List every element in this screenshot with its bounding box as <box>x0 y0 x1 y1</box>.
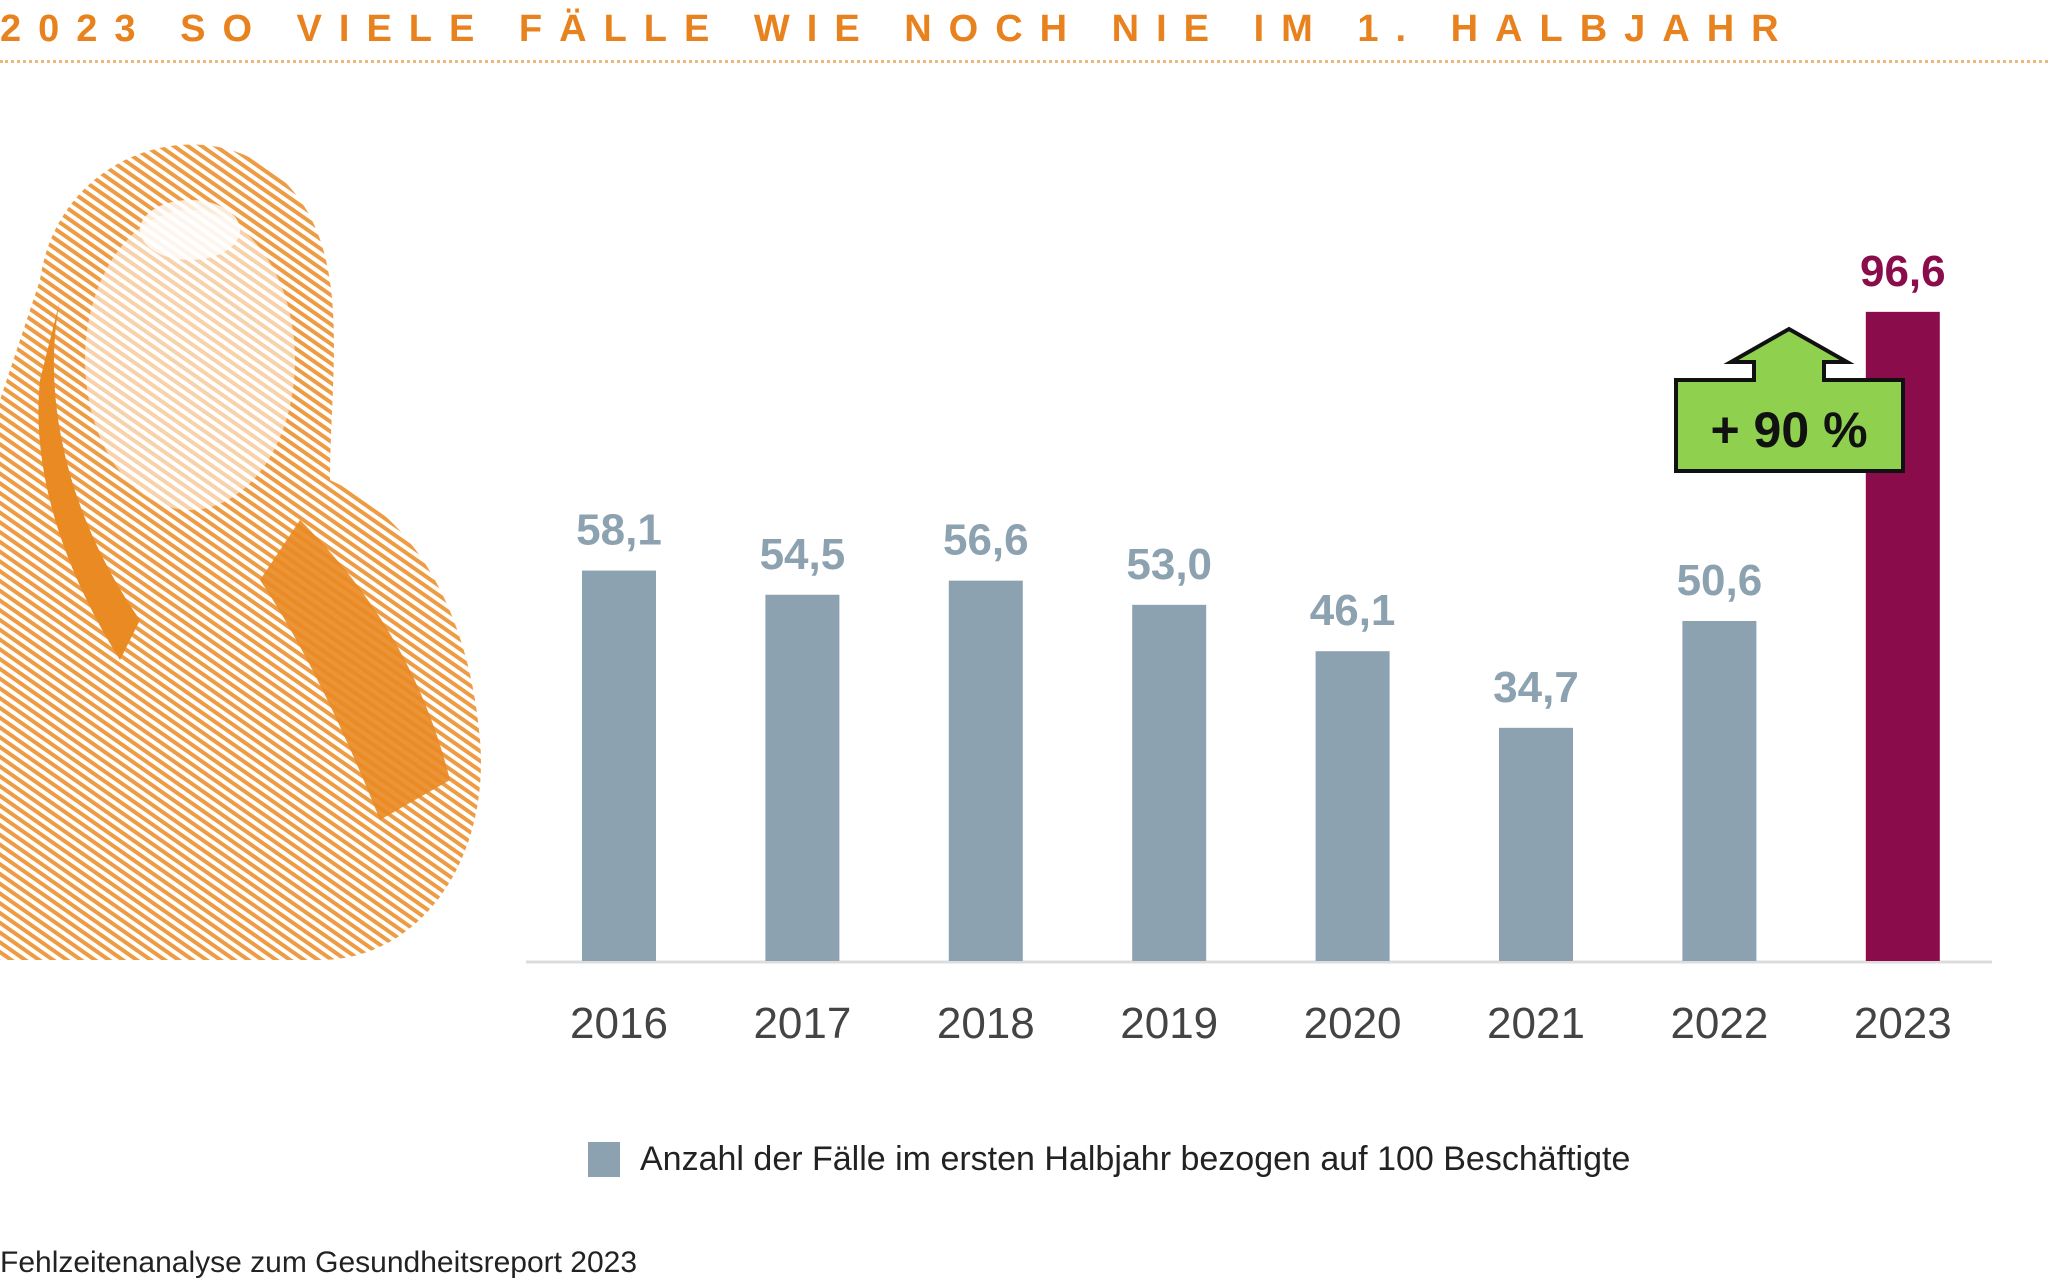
x-tick-label-2022: 2022 <box>1670 999 1768 1048</box>
increase-percent-label: + 90 % <box>1710 402 1867 458</box>
chart-title: 2023 SO VIELE FÄLLE WIE NOCH NIE IM 1. H… <box>0 8 1796 50</box>
value-label-2017: 54,5 <box>760 530 846 579</box>
legend-swatch <box>588 1142 620 1177</box>
value-label-2023: 96,6 <box>1860 247 1946 296</box>
woman-headache-illustration <box>0 144 481 960</box>
bar-2020 <box>1315 651 1390 961</box>
title-divider <box>0 60 2048 63</box>
value-label-2018: 56,6 <box>943 516 1029 565</box>
increase-arrow-badge <box>1674 326 1905 473</box>
value-label-2020: 46,1 <box>1310 586 1396 635</box>
x-tick-label-2016: 2016 <box>570 999 668 1048</box>
x-tick-label-2017: 2017 <box>753 999 851 1048</box>
value-label-2019: 53,0 <box>1126 540 1212 589</box>
source-note: Fehlzeitenanalyse zum Gesundheitsreport … <box>0 1246 638 1279</box>
x-tick-label-2019: 2019 <box>1120 999 1218 1048</box>
value-label-2016: 58,1 <box>576 506 662 555</box>
bar-2022 <box>1682 620 1757 961</box>
x-tick-label-2021: 2021 <box>1487 999 1585 1048</box>
bar-2021 <box>1499 727 1573 961</box>
x-tick-label-2023: 2023 <box>1854 999 1952 1048</box>
bar-2018 <box>948 580 1023 961</box>
x-tick-label-2020: 2020 <box>1304 999 1402 1048</box>
value-label-2021: 34,7 <box>1493 663 1579 712</box>
bar-chart: 58,1 2016 54,5 2017 56,6 2018 53,0 2019 46,1 2020… <box>526 247 1992 1048</box>
x-tick-label-2018: 2018 <box>937 999 1035 1048</box>
bar-2017 <box>765 594 840 961</box>
value-label-2022: 50,6 <box>1677 556 1763 605</box>
legend: Anzahl der Fälle im ersten Halbjahr bezo… <box>588 1140 1630 1179</box>
bar-2019 <box>1132 604 1207 961</box>
bar-2016 <box>582 570 656 961</box>
legend-label: Anzahl der Fälle im ersten Halbjahr bezo… <box>640 1140 1631 1178</box>
